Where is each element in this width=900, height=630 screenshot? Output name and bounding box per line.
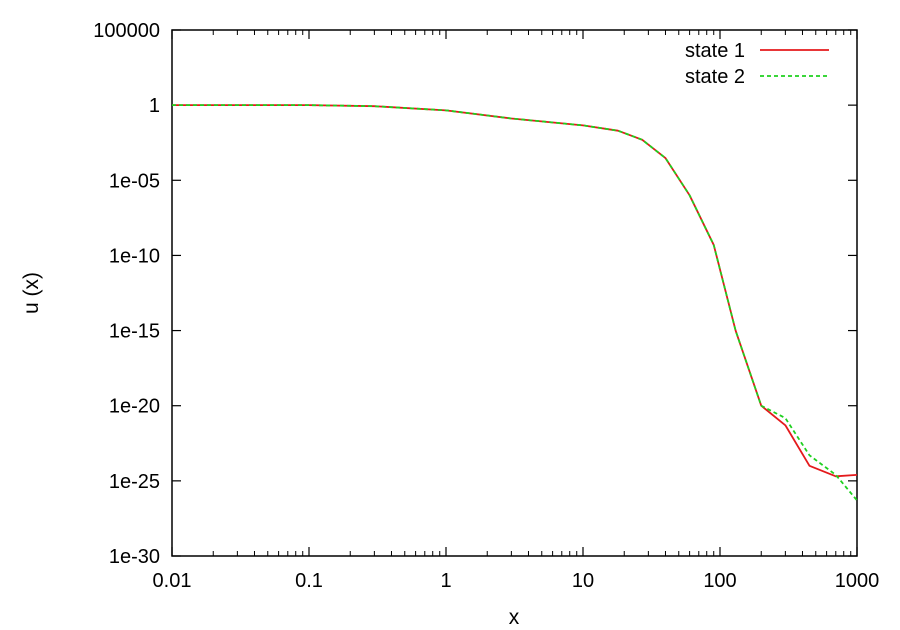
x-axis-title: x <box>509 606 520 629</box>
legend: state 1 state 2 <box>685 40 829 88</box>
tick-labels: 0.01 0.1 1 10 100 1000 100000 1 1e-05 1e-10 1e-15 1… <box>93 20 879 592</box>
legend-label-2: state 2 <box>685 66 745 88</box>
plot-frame <box>171 29 858 557</box>
x-tick-label: 100 <box>703 570 736 592</box>
y-tick-label: 1e-10 <box>109 245 160 267</box>
y-tick-label: 1e-30 <box>109 546 160 568</box>
y-tick-label: 1e-25 <box>109 471 160 493</box>
y-tick-label: 1 <box>149 95 160 117</box>
y-tick-label: 1e-15 <box>109 321 160 343</box>
tick-marks <box>171 29 858 557</box>
series-line-2 <box>172 104 858 501</box>
x-tick-label: 0.01 <box>153 570 192 592</box>
y-tick-label: 1e-05 <box>109 170 160 192</box>
x-tick-label: 1 <box>440 570 451 592</box>
x-tick-label: 1000 <box>835 570 880 592</box>
series-layer <box>172 104 858 501</box>
x-tick-label: 10 <box>572 570 594 592</box>
y-axis-title: u (x) <box>20 272 43 314</box>
series-line-1 <box>172 104 858 478</box>
y-tick-label: 100000 <box>93 20 160 42</box>
legend-label-1: state 1 <box>685 40 745 62</box>
y-tick-label: 1e-20 <box>109 396 160 418</box>
x-tick-label: 0.1 <box>295 570 323 592</box>
